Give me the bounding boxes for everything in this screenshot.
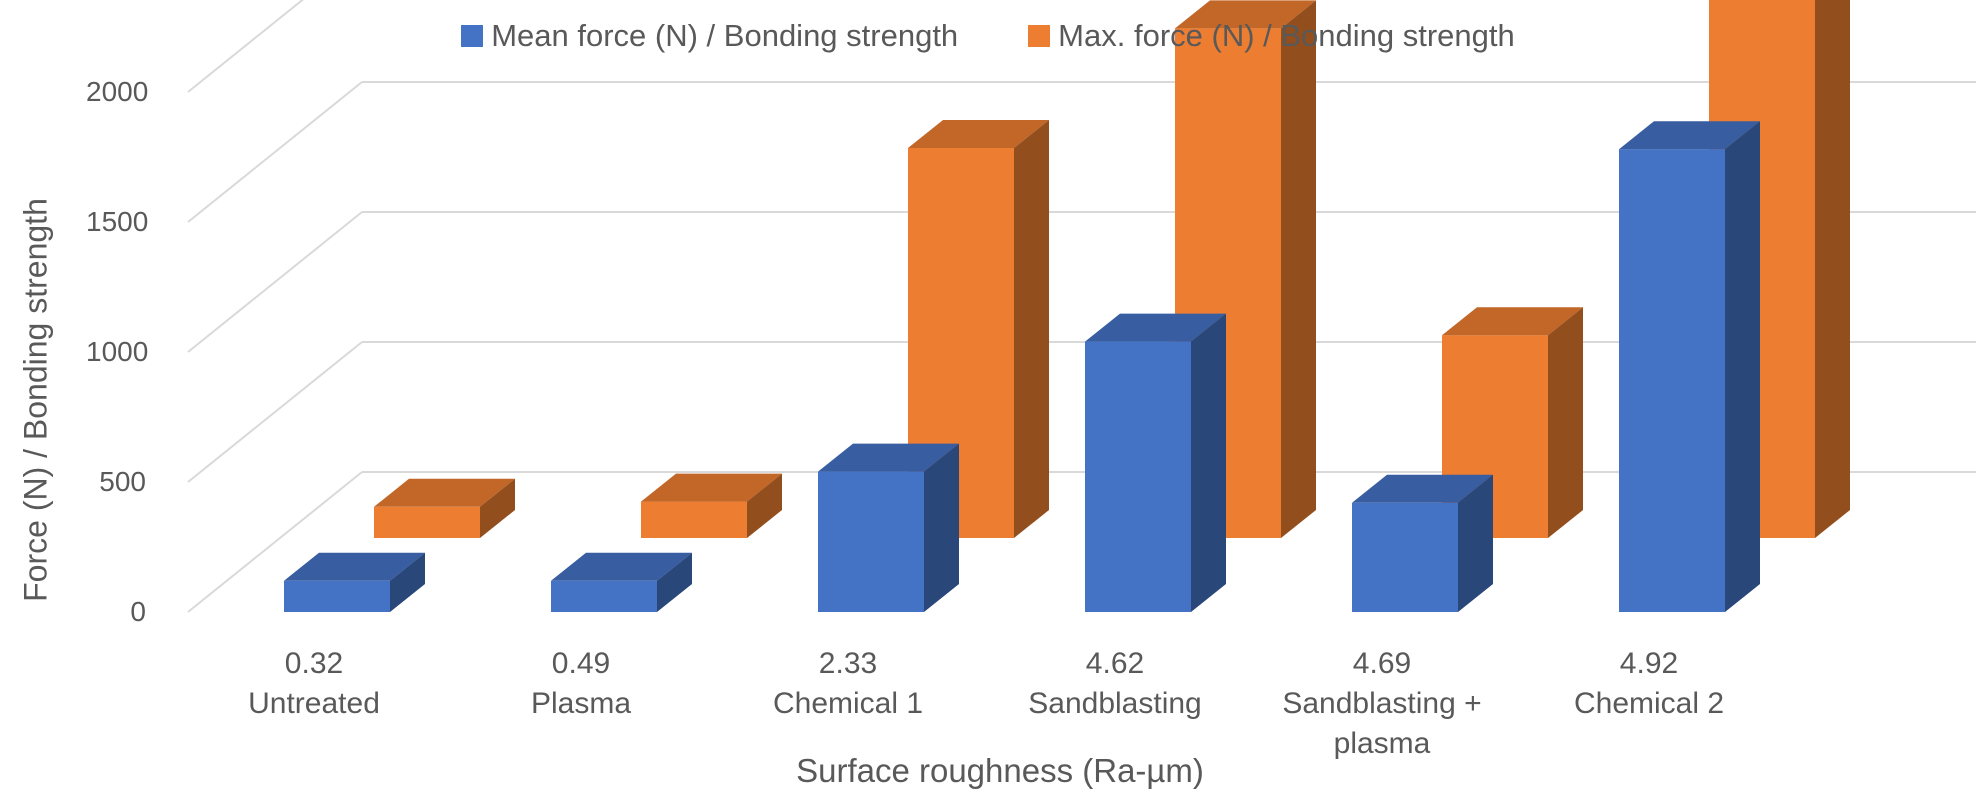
x-axis-label: Surface roughness (Ra-µm) [796,752,1204,789]
gridline-diagonal [187,471,363,613]
legend-swatch-mean [461,25,484,47]
legend-item-mean: Mean force (N) / Bonding strength [461,18,958,54]
y-tick-label: 0 [130,596,146,627]
bar-mean-0-front [284,580,390,612]
x-tick-label-line: 2.33 [818,647,878,680]
bar-mean-3-side [1191,313,1226,612]
legend-swatch-max [1028,25,1051,47]
x-tick-label-line: 4.69 [1352,647,1412,680]
legend-label-max: Max. force (N) / Bonding strength [1058,18,1515,53]
bar-mean-1-top [551,552,692,581]
legend-item-max: Max. force (N) / Bonding strength [1028,18,1515,54]
bar-max-3-top [1175,0,1316,29]
gridline-diagonal [187,211,363,353]
bar-mean-2-side [924,443,959,612]
x-tick-label-line: 0.32 [284,647,344,680]
legend-label-mean: Mean force (N) / Bonding strength [491,18,959,53]
x-tick-label: 2.33 Chemical 1 [773,644,923,724]
x-tick-label-line: Chemical 2 [1573,687,1725,720]
y-axis-label: Force (N) / Bonding strength [17,198,54,602]
bar-max-2-side [1014,120,1049,538]
bar-mean-5-top [1619,121,1760,150]
bar-max-1-side [747,473,782,538]
bar-mean-0-side [390,552,425,612]
bar-max-5-side [1815,0,1850,538]
x-tick-label-line: Chemical 1 [772,687,924,720]
bar-mean-5-side [1725,121,1760,612]
x-tick-label-line: plasma [1333,727,1431,760]
x-tick-label: 4.62 Sandblasting [1028,644,1201,724]
bar-max-4-top [1442,307,1583,336]
gridline-diagonal [187,81,363,223]
y-tick-label: 500 [99,466,146,497]
x-tick-label: 0.49 Plasma [531,644,631,724]
y-tick-label: 1000 [86,336,149,367]
bar-mean-4-front [1352,502,1458,612]
series-max [374,0,1850,539]
gridline-diagonal [187,0,304,93]
bar-max-3-side [1281,0,1316,538]
bar-max-4-side [1548,307,1583,538]
x-tick-label-line: 0.49 [551,647,611,680]
bar-mean-2-top [818,443,959,472]
x-tick-label-line: Sandblasting + [1282,687,1482,720]
bar-mean-4-top [1352,474,1493,503]
y-tick-label: 1500 [86,206,149,237]
bar-mean-5-front [1619,149,1725,612]
x-tick-label-line: 4.92 [1619,647,1679,680]
bar-max-0-side [480,478,515,538]
bar-max-1-front [641,501,747,538]
bar-mean-0-top [284,552,425,581]
legend: Mean force (N) / Bonding strength Max. f… [0,12,1976,60]
bar-max-0-front [374,506,480,538]
bar-mean-1-front [551,580,657,612]
x-tick-label-line: Plasma [530,687,632,720]
bar-mean-1-side [657,552,692,612]
bar-mean-3-front [1085,341,1191,612]
bar-max-1-top [641,473,782,502]
bar-max-0-top [374,478,515,507]
x-tick-label-line: Sandblasting [1028,687,1202,720]
gridline-diagonal [187,341,363,483]
bar-mean-4-side [1458,474,1493,612]
x-tick-label-line: Untreated [248,687,380,720]
x-tick-label: 0.32 Untreated [248,644,380,724]
bar-mean-3-top [1085,313,1226,342]
bar-max-2-top [908,120,1049,148]
y-tick-label: 2000 [86,76,149,107]
x-tick-label-line: 4.62 [1085,647,1145,680]
x-tick-label: 4.69 Sandblasting + plasma [1282,644,1481,764]
series-mean [284,121,1760,612]
x-tick-label: 4.92 Chemical 2 [1574,644,1724,724]
bar-mean-2-front [818,471,924,612]
